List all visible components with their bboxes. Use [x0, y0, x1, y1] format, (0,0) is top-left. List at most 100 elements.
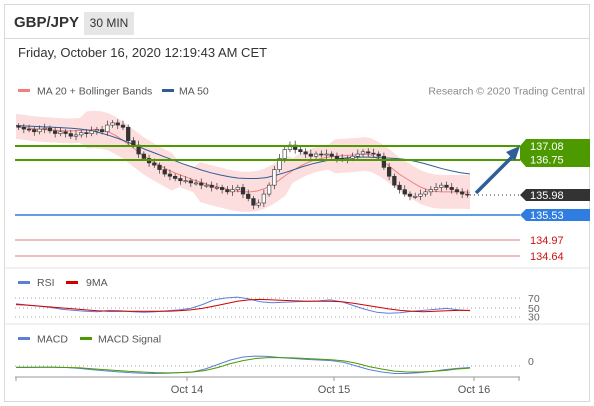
- candle-body: [334, 155, 340, 159]
- candle-body: [324, 153, 329, 156]
- candle-body: [402, 189, 407, 195]
- candle-body: [120, 124, 126, 128]
- candle-body: [26, 128, 32, 131]
- candle-body: [79, 132, 84, 136]
- level-136.75: 136.75: [530, 155, 564, 167]
- candle-body: [360, 151, 366, 155]
- candle-body: [167, 173, 173, 177]
- candle-body: [105, 124, 110, 133]
- candle-body: [460, 191, 465, 195]
- candle-body: [84, 132, 89, 134]
- candle-body: [313, 153, 319, 157]
- candle-body: [428, 189, 433, 193]
- research-credit: Research © 2020 Trading Central: [428, 86, 585, 98]
- candle-body: [178, 178, 183, 182]
- candle-body: [303, 151, 308, 155]
- level-137.08: 137.08: [530, 141, 564, 153]
- candle-body: [277, 158, 282, 170]
- candle-body: [366, 151, 371, 154]
- macd-signal-legend-label: MACD Signal: [98, 334, 161, 346]
- candle-body: [386, 167, 392, 177]
- rsi-ma-line: [15, 298, 470, 313]
- candle-body: [240, 187, 246, 195]
- header-divider: [4, 38, 590, 39]
- candle-body: [89, 130, 94, 134]
- candle-body: [126, 127, 131, 141]
- candle-body: [381, 155, 387, 168]
- x-label-oct16: Oct 16: [458, 384, 490, 396]
- candle-body: [214, 187, 220, 189]
- candle-body: [407, 193, 413, 197]
- candle-body: [439, 184, 444, 188]
- candle-body: [42, 127, 47, 130]
- candle-body: [73, 134, 79, 137]
- candle-body: [444, 184, 449, 188]
- candle-body: [433, 187, 439, 190]
- forecast-arrow-shaft: [474, 155, 514, 195]
- ma50-legend-label: MA 50: [179, 86, 209, 98]
- level-134.97: 134.97: [530, 235, 564, 247]
- candle-body: [193, 182, 199, 185]
- pair-title: GBP/JPY: [14, 14, 80, 31]
- macd-line: [16, 355, 471, 375]
- candle-body: [246, 193, 251, 199]
- candle-body: [261, 193, 266, 204]
- candle-body: [94, 129, 100, 132]
- x-label-oct14: Oct 14: [171, 384, 203, 396]
- candle-body: [141, 153, 146, 159]
- candle-body: [449, 187, 454, 190]
- rsi-tick-70: 70: [528, 293, 540, 305]
- rsi-ma-legend-swatch: [66, 281, 78, 284]
- candles: [16, 119, 470, 210]
- candle-body: [16, 125, 21, 128]
- x-label-oct15: Oct 15: [318, 384, 350, 396]
- level-135.53: 135.53: [530, 210, 564, 222]
- rsi-lines: [15, 296, 471, 314]
- timeframe-badge[interactable]: 30 MIN: [84, 12, 134, 35]
- macd-tick-0: 0: [528, 356, 534, 368]
- candle-body: [173, 175, 178, 179]
- forecast-arrow-head: [506, 146, 520, 161]
- candle-body: [183, 180, 188, 183]
- macd-lines: [16, 355, 471, 375]
- candle-body: [204, 184, 209, 187]
- timestamp: Friday, October 16, 2020 12:19:43 AM CET: [18, 45, 268, 60]
- support-label-box: [520, 209, 590, 221]
- candle-body: [308, 153, 313, 157]
- candle-body: [371, 152, 376, 155]
- candle-body: [63, 131, 68, 134]
- rsi-legend-swatch: [18, 281, 30, 284]
- candle-body: [225, 189, 230, 193]
- candle-body: [230, 189, 235, 193]
- candle-body: [418, 193, 423, 197]
- candle-body: [235, 187, 240, 190]
- resistance-label-box: [520, 139, 590, 167]
- candle-body: [454, 189, 460, 193]
- rsi-tick-30: 30: [528, 312, 540, 324]
- candle-body: [58, 131, 63, 134]
- macd-signal-line: [16, 357, 471, 374]
- candle-body: [110, 122, 115, 126]
- ma20-legend-label: MA 20 + Bollinger Bands: [37, 86, 152, 98]
- level-135.98: 135.98: [530, 190, 564, 202]
- candle-body: [199, 182, 204, 186]
- candle-body: [162, 169, 167, 175]
- candle-body: [319, 153, 324, 156]
- candle-body: [392, 175, 397, 186]
- candle-body: [32, 129, 37, 133]
- rsi-ma-legend-label: 9MA: [86, 277, 108, 289]
- rsi-line: [15, 296, 471, 314]
- candle-body: [376, 153, 381, 157]
- candle-body: [397, 184, 402, 190]
- candle-body: [188, 180, 193, 184]
- candle-body: [350, 155, 355, 159]
- candle-body: [266, 184, 272, 195]
- candle-body: [355, 153, 360, 157]
- candle-body: [21, 127, 26, 130]
- candle-body: [272, 169, 277, 186]
- candle-body: [115, 122, 120, 126]
- candle-body: [413, 196, 418, 198]
- rsi-tick-50: 50: [528, 303, 540, 315]
- candle-body: [37, 128, 42, 133]
